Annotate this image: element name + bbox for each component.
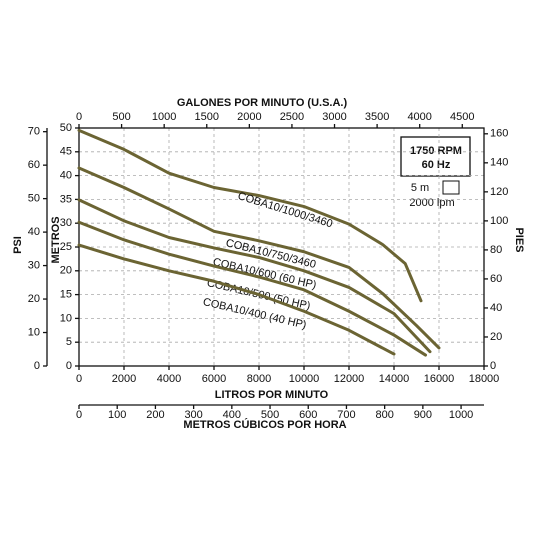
scale-x-label: 2000 lpm <box>409 197 454 209</box>
top-tick-label: 2500 <box>280 111 304 123</box>
info-line: 1750 RPM <box>410 145 462 157</box>
y-tick-label: 25 <box>60 241 72 253</box>
top-tick-label: 2000 <box>237 111 261 123</box>
y-tick-label: 5 <box>66 336 72 348</box>
y2-tick-label: 120 <box>490 186 508 198</box>
x2-tick-label: 0 <box>76 409 82 421</box>
x2-tick-label: 100 <box>108 409 126 421</box>
y-tick-label: 20 <box>60 265 72 277</box>
y2-tick-label: 140 <box>490 157 508 169</box>
x2-tick-label: 200 <box>146 409 164 421</box>
x2-tick-label: 900 <box>414 409 432 421</box>
x2-tick-label: 800 <box>375 409 393 421</box>
x-tick-label: 16000 <box>424 373 455 385</box>
top-axis-title: GALONES POR MINUTO (U.S.A.) <box>177 97 348 109</box>
scale-y-label: 5 m <box>411 182 429 194</box>
scale-square <box>442 180 460 195</box>
psi-tick-label: 30 <box>28 259 40 271</box>
top-tick-label: 0 <box>76 111 82 123</box>
y-tick-label: 10 <box>60 312 72 324</box>
top-tick-label: 500 <box>112 111 130 123</box>
y-tick-label: 15 <box>60 289 72 301</box>
psi-tick-label: 40 <box>28 226 40 238</box>
pump-curve <box>77 243 396 356</box>
x-tick-label: 14000 <box>379 373 410 385</box>
y2-tick-label: 160 <box>490 128 508 140</box>
psi-tick-label: 0 <box>34 360 40 372</box>
y2-tick-label: 100 <box>490 215 508 227</box>
pump-curve <box>77 198 432 354</box>
psi-axis-title: PSI <box>12 236 24 254</box>
y-tick-label: 50 <box>60 122 72 134</box>
psi-tick-label: 10 <box>28 326 40 338</box>
y2-tick-label: 0 <box>490 360 496 372</box>
y2-tick-label: 20 <box>490 331 502 343</box>
x-tick-label: 8000 <box>247 373 271 385</box>
psi-tick-label: 20 <box>28 293 40 305</box>
x-tick-label: 6000 <box>202 373 226 385</box>
top-tick-label: 1500 <box>195 111 219 123</box>
pump-curve <box>77 166 441 350</box>
top-tick-label: 3500 <box>365 111 389 123</box>
x2-tick-label: 700 <box>337 409 355 421</box>
top-tick-label: 3000 <box>322 111 346 123</box>
x-tick-label: 18000 <box>469 373 500 385</box>
x2-axis-title: METROS CÚBICOS POR HORA <box>183 418 346 431</box>
curve-label: COBA10/1000/3460 <box>236 190 334 230</box>
y2-tick-label: 80 <box>490 244 502 256</box>
x2-tick-label: 600 <box>299 409 317 421</box>
x-tick-label: 12000 <box>334 373 365 385</box>
info-line: 60 Hz <box>422 159 451 171</box>
y-axis-title: METROS <box>50 216 62 263</box>
info-box <box>400 136 471 177</box>
x-tick-label: 10000 <box>289 373 320 385</box>
y-tick-label: 30 <box>60 217 72 229</box>
top-tick-label: 4000 <box>407 111 431 123</box>
pump-curve <box>77 220 427 357</box>
psi-tick-label: 60 <box>28 159 40 171</box>
psi-tick-label: 70 <box>28 126 40 138</box>
y2-tick-label: 40 <box>490 302 502 314</box>
y-tick-label: 45 <box>60 146 72 158</box>
x-tick-label: 0 <box>76 373 82 385</box>
x-axis-title: LITROS POR MINUTO <box>215 389 329 401</box>
x2-tick-label: 300 <box>184 409 202 421</box>
y2-axis-title: PIES <box>513 227 525 252</box>
x2-tick-label: 400 <box>223 409 241 421</box>
top-tick-label: 1000 <box>152 111 176 123</box>
y-tick-label: 35 <box>60 193 72 205</box>
y-tick-label: 40 <box>60 170 72 182</box>
x2-tick-label: 500 <box>261 409 279 421</box>
psi-tick-label: 50 <box>28 193 40 205</box>
y-tick-label: 0 <box>66 360 72 372</box>
x-tick-label: 2000 <box>112 373 136 385</box>
top-tick-label: 4500 <box>450 111 474 123</box>
y2-tick-label: 60 <box>490 273 502 285</box>
x2-tick-label: 1000 <box>449 409 473 421</box>
x-tick-label: 4000 <box>157 373 181 385</box>
pump-curve <box>77 128 423 303</box>
